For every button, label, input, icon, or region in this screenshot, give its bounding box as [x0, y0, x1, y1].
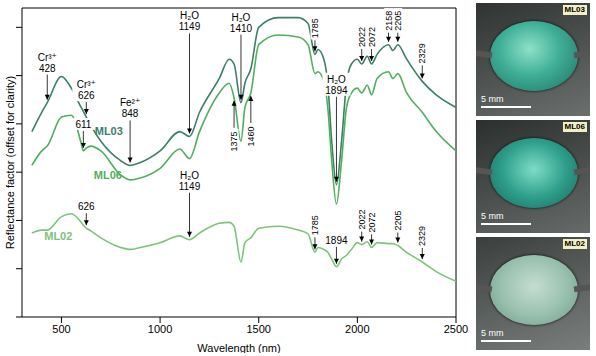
svg-text:626: 626	[78, 201, 95, 212]
svg-text:2022: 2022	[357, 27, 367, 47]
svg-text:2022: 2022	[357, 210, 367, 230]
svg-text:2000: 2000	[345, 323, 369, 335]
svg-text:1785: 1785	[310, 215, 320, 235]
svg-text:H₂O1149: H₂O1149	[179, 10, 201, 32]
svg-text:2072: 2072	[367, 27, 377, 47]
html-text:ML02: ML02	[564, 239, 585, 248]
svg-text:Wavelength (nm): Wavelength (nm)	[197, 342, 280, 353]
svg-text:1785: 1785	[310, 18, 320, 38]
svg-text:2072: 2072	[367, 212, 377, 232]
svg-text:1375: 1375	[229, 131, 239, 151]
svg-text:500: 500	[52, 323, 70, 335]
html-text:5 mm: 5 mm	[481, 94, 504, 104]
svg-text:H₂O1894: H₂O1894	[325, 74, 348, 96]
svg-text:Reflectance factor (offset for: Reflectance factor (offset for clarity)	[4, 76, 16, 249]
svg-text:2329: 2329	[417, 226, 427, 246]
svg-text:Cr³⁺626: Cr³⁺626	[77, 79, 96, 101]
svg-text:2158: 2158	[383, 10, 394, 31]
html-text:ML03: ML03	[564, 5, 585, 14]
svg-text:2329: 2329	[417, 43, 427, 63]
svg-text:2205: 2205	[393, 211, 403, 231]
svg-text:1000: 1000	[148, 323, 172, 335]
svg-text:ML02: ML02	[44, 230, 72, 242]
svg-text:1500: 1500	[246, 323, 270, 335]
svg-text:ML06: ML06	[94, 169, 122, 181]
svg-text:H₂O1149: H₂O1149	[179, 170, 201, 192]
svg-text:ML03: ML03	[95, 125, 123, 137]
html-text:5 mm: 5 mm	[481, 328, 504, 338]
html-text:5 mm: 5 mm	[481, 211, 504, 221]
svg-text:1894: 1894	[325, 235, 348, 246]
svg-text:2500: 2500	[444, 323, 468, 335]
svg-text:Cr³⁺428: Cr³⁺428	[38, 52, 57, 74]
svg-text:1460: 1460	[246, 127, 256, 147]
html-text:ML06: ML06	[564, 122, 585, 131]
svg-text:2205: 2205	[393, 11, 403, 31]
svg-text:Fe²⁺848: Fe²⁺848	[120, 97, 140, 119]
svg-text:H₂O1410: H₂O1410	[230, 12, 253, 34]
svg-text:611: 611	[75, 119, 91, 130]
